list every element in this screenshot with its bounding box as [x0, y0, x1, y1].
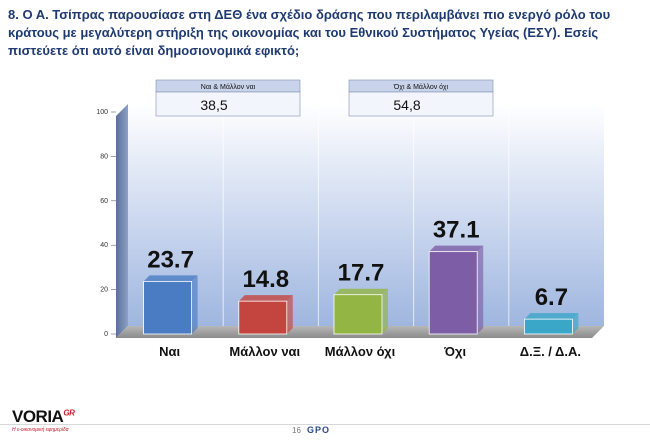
summary-label: Όχι & Μάλλον όχι — [393, 83, 449, 91]
bar-0 — [143, 280, 193, 335]
summary-label: Ναι & Μάλλον ναι — [201, 83, 256, 91]
y-tick-label: 0 — [104, 331, 108, 338]
voria-logo: VORIAGR — [12, 407, 75, 426]
y-tick-label: 20 — [100, 287, 108, 294]
x-category-label: Μάλλον όχι — [325, 344, 396, 359]
gpo-logo: GPO — [307, 425, 331, 435]
bar-value-label: 6.7 — [535, 284, 568, 311]
x-category-label: Μάλλον ναι — [229, 344, 300, 359]
bar-3 — [428, 251, 478, 335]
footer-divider — [0, 424, 650, 425]
x-category-label: Ναι — [159, 344, 180, 359]
bar-value-label: 14.8 — [242, 266, 289, 293]
summary-value: 38,5 — [200, 97, 227, 113]
bar-top — [429, 245, 484, 252]
x-category-label: Δ.Ξ. / Δ.Α. — [520, 344, 581, 359]
bar-1 — [238, 300, 288, 335]
summary-value-box — [155, 91, 301, 117]
bar-4 — [524, 318, 573, 335]
bar-value-label: 17.7 — [338, 260, 385, 287]
bar-top — [524, 313, 579, 320]
y-tick-label: 40 — [100, 242, 108, 249]
page-number: 16 — [292, 426, 301, 435]
bar-value-label: 23.7 — [147, 246, 194, 273]
bar-side — [191, 275, 198, 334]
bar-side — [382, 288, 388, 334]
question-title: 8. Ο Α. Τσίπρας παρουσίασε στη ΔΕΘ ένα σ… — [8, 7, 611, 58]
summary-value: 54,8 — [393, 97, 420, 113]
plot-left-wall — [116, 104, 128, 338]
bar-value-label: 37.1 — [433, 217, 480, 244]
x-category-label: Όχι — [443, 344, 466, 359]
bar-top — [143, 275, 198, 282]
y-tick-label: 80 — [100, 153, 108, 160]
y-tick-label: 60 — [100, 198, 108, 205]
y-tick-label: 100 — [96, 109, 108, 116]
summary-value-box — [348, 91, 494, 117]
bar-2 — [333, 294, 383, 335]
bar-side — [477, 245, 484, 334]
bar-side — [286, 295, 293, 334]
bar-top — [238, 295, 293, 302]
bar-top — [334, 288, 388, 295]
voria-tagline: Η ε-οικονομική εφημερίδα — [12, 427, 69, 433]
bar-side — [572, 313, 579, 334]
